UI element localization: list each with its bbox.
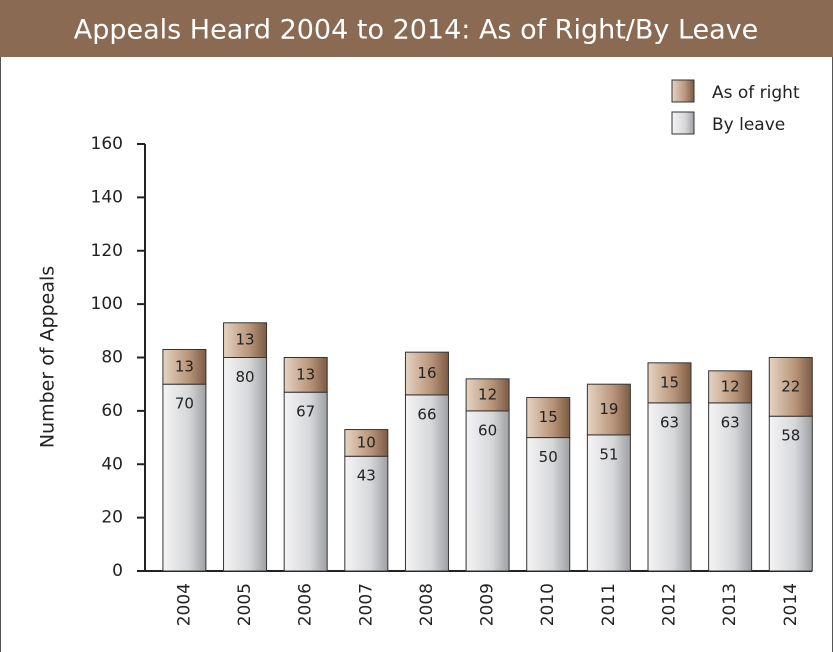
y-tick-label: 60 [101, 401, 123, 421]
y-tick-label: 80 [101, 348, 123, 368]
value-label: 80 [236, 368, 255, 386]
bar-segment [586, 383, 631, 436]
y-tick-label: 0 [112, 561, 123, 581]
bar-segment [708, 370, 753, 404]
bar-segment [465, 410, 510, 572]
bar-segment [647, 362, 692, 404]
bar-segment [586, 434, 631, 572]
value-label: 16 [417, 364, 436, 382]
x-tick-label: 2014 [781, 583, 801, 626]
bar-segment [344, 429, 389, 457]
legend-swatch [671, 79, 695, 103]
x-tick-label: 2008 [417, 583, 437, 626]
y-tick-label: 20 [101, 508, 123, 528]
x-tick-label: 2006 [296, 583, 316, 626]
bar-segment [344, 455, 389, 572]
value-label: 10 [357, 433, 376, 451]
value-label: 50 [539, 448, 558, 466]
value-label: 13 [236, 331, 255, 349]
x-tick-label: 2005 [235, 583, 255, 626]
title-bar [0, 0, 833, 57]
value-label: 12 [721, 377, 740, 395]
y-tick-label: 140 [91, 187, 123, 207]
value-label: 43 [357, 467, 376, 485]
x-tick-label: 2009 [478, 583, 498, 626]
legend-label: By leave [712, 115, 785, 135]
value-label: 60 [478, 421, 497, 439]
x-tick-label: 2007 [356, 583, 376, 626]
legend-label: As of right [712, 83, 800, 103]
value-label: 58 [781, 427, 800, 445]
bar-segment [404, 394, 449, 572]
x-tick-label: 2011 [599, 583, 619, 626]
value-label: 67 [296, 403, 315, 421]
bar-segment [647, 402, 692, 572]
bar-segment [526, 437, 571, 572]
x-tick-label: 2010 [538, 583, 558, 626]
bar-segment [162, 348, 207, 385]
y-tick-label: 160 [91, 134, 123, 154]
value-label: 70 [175, 395, 194, 413]
value-label: 13 [175, 357, 194, 375]
value-label: 22 [781, 377, 800, 395]
bar-segment [223, 322, 268, 358]
y-tick-label: 100 [91, 294, 123, 314]
y-tick-label: 40 [101, 454, 123, 474]
x-tick-label: 2013 [720, 583, 740, 626]
value-label: 51 [599, 445, 618, 463]
value-label: 13 [296, 365, 315, 383]
bar-segment [162, 383, 207, 572]
x-tick-label: 2012 [660, 583, 680, 626]
value-label: 63 [660, 413, 679, 431]
bar-segment [465, 378, 510, 412]
bar-segment [283, 357, 328, 393]
bar-segment [526, 397, 571, 439]
value-label: 19 [599, 400, 618, 418]
value-label: 66 [417, 405, 436, 423]
bar-segment [283, 391, 328, 572]
x-tick-label: 2004 [174, 583, 194, 626]
bar-segment [768, 415, 813, 572]
value-label: 15 [660, 373, 679, 391]
y-tick-label: 120 [91, 241, 123, 261]
bar-segment [404, 351, 449, 396]
bar-segment [223, 357, 268, 572]
y-axis-label: Number of Appeals [37, 266, 59, 448]
value-label: 63 [721, 413, 740, 431]
legend-swatch [671, 111, 695, 135]
value-label: 15 [539, 408, 558, 426]
bar-segment [768, 357, 813, 417]
chart-title: Appeals Heard 2004 to 2014: As of Right/… [74, 15, 759, 46]
value-label: 12 [478, 385, 497, 403]
